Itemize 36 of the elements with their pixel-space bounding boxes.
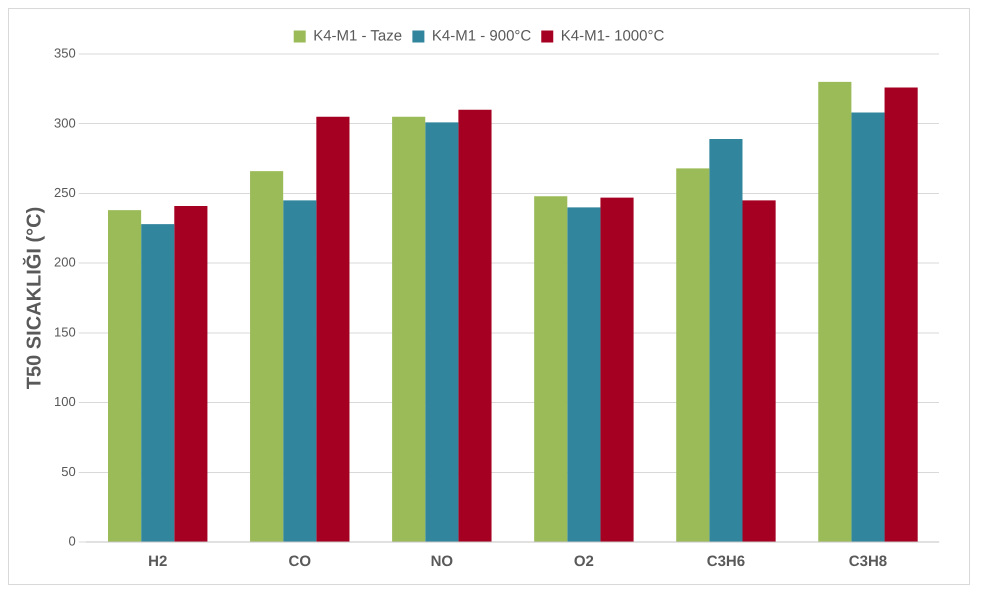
bar xyxy=(534,196,568,542)
bar xyxy=(818,82,852,542)
bar xyxy=(250,171,284,542)
y-tick-label: 100 xyxy=(54,394,76,410)
bar xyxy=(884,87,918,542)
y-tick-label: 0 xyxy=(68,534,76,549)
bar xyxy=(174,206,208,542)
legend-label: K4-M1 - 900°C xyxy=(432,28,532,45)
bar xyxy=(392,116,426,542)
y-tick-label: 300 xyxy=(54,115,76,130)
x-tick-label: H2 xyxy=(148,553,168,570)
x-tick-label: C3H6 xyxy=(706,553,746,570)
bar xyxy=(600,198,634,542)
x-tick-label: C3H8 xyxy=(848,553,888,570)
y-tick-label: 350 xyxy=(54,46,76,61)
y-tick-label: 200 xyxy=(54,254,76,270)
y-tick-label: 250 xyxy=(54,185,76,200)
bar xyxy=(316,116,350,542)
y-tick-label: 50 xyxy=(61,464,76,479)
bar xyxy=(425,122,458,542)
y-tick-label: 150 xyxy=(54,324,76,340)
bar xyxy=(709,139,742,542)
bar xyxy=(458,110,492,542)
bar xyxy=(283,200,316,542)
legend-label: K4-M1 - Taze xyxy=(313,28,402,45)
bar xyxy=(141,224,174,542)
bar xyxy=(567,207,600,542)
y-axis-title: T50 SICAKLIĞI (°C) xyxy=(22,206,46,390)
bar xyxy=(108,210,142,542)
x-tick-label: NO xyxy=(430,553,454,570)
legend-label: K4-M1- 1000°C xyxy=(560,28,664,45)
bar xyxy=(742,200,776,542)
bar xyxy=(676,168,710,542)
bar xyxy=(851,112,885,542)
x-tick-label: CO xyxy=(288,553,312,570)
x-tick-label: O2 xyxy=(574,553,594,570)
